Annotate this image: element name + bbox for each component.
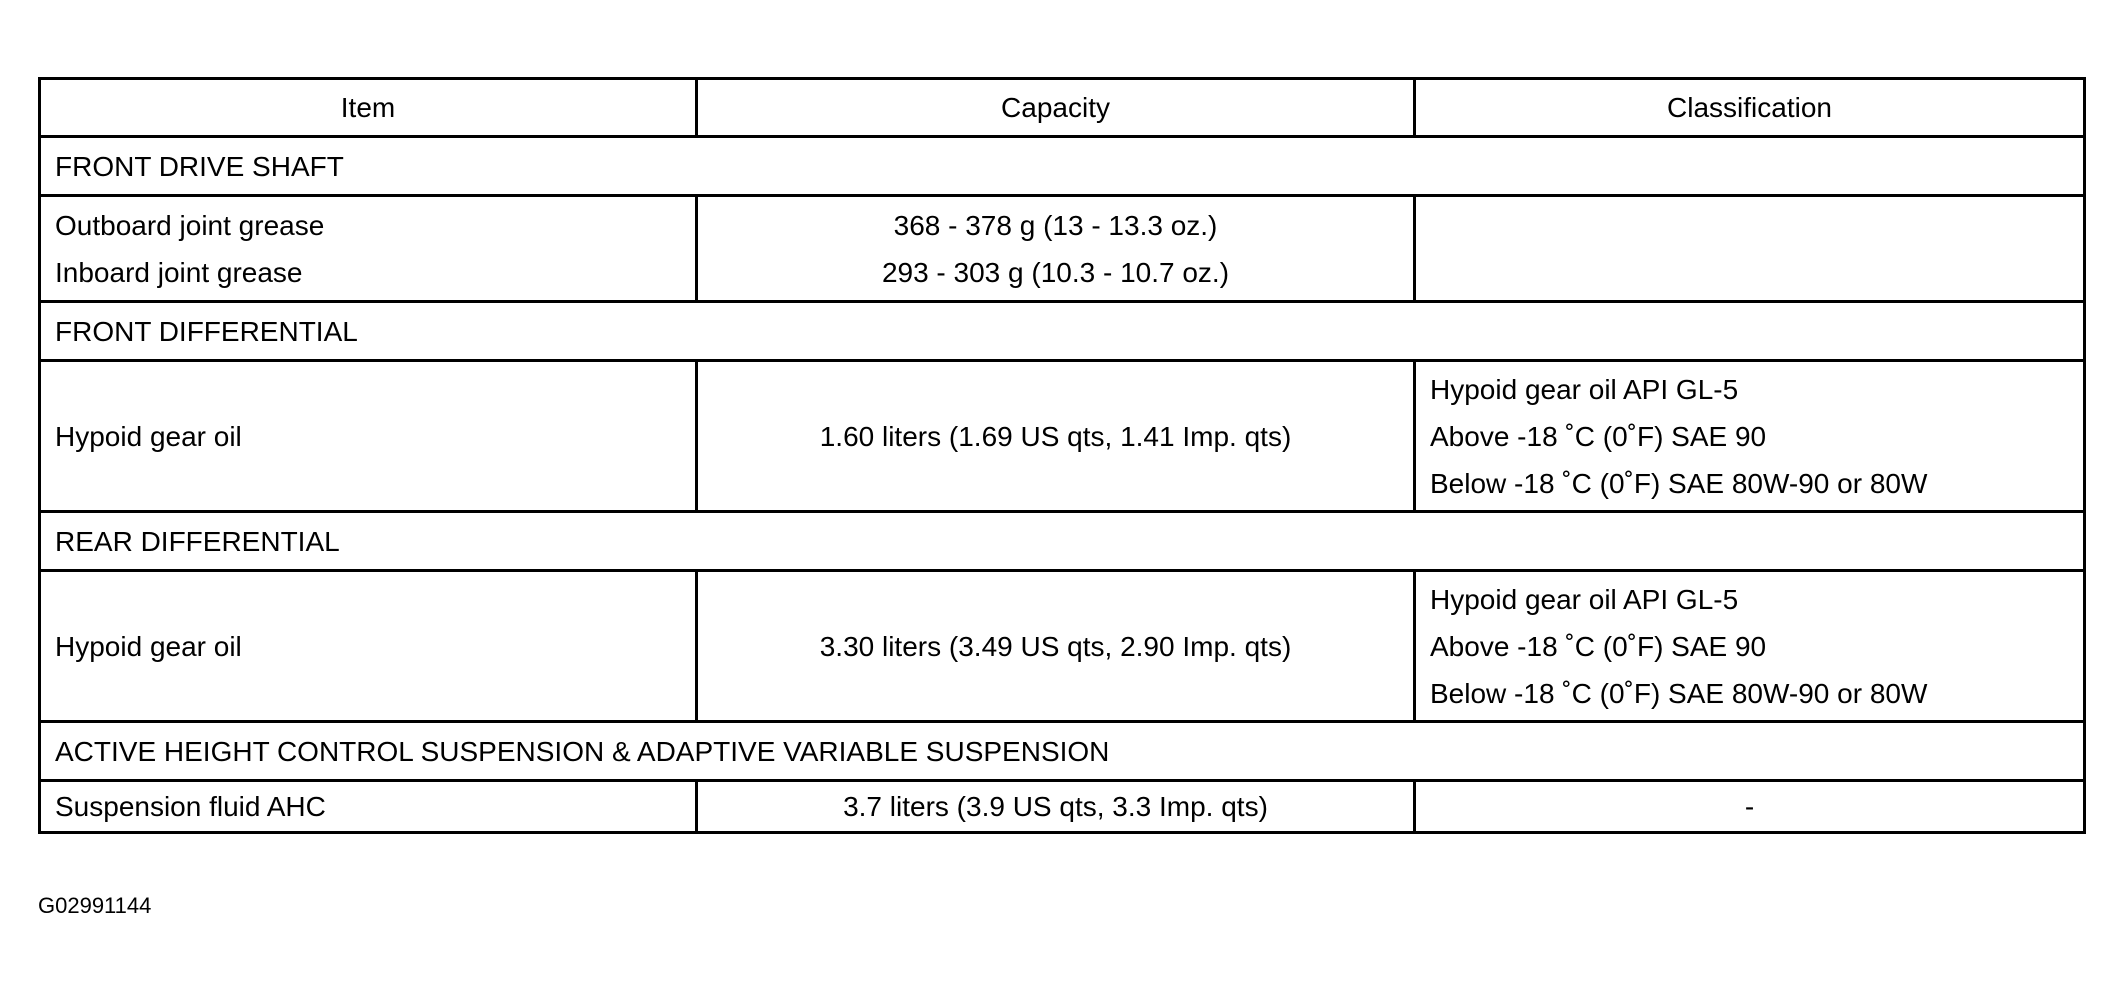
- table-row: Suspension fluid AHC 3.7 liters (3.9 US q…: [38, 779, 2086, 834]
- section-row: ACTIVE HEIGHT CONTROL SUSPENSION & ADAPT…: [38, 720, 2086, 782]
- item-cell: Hypoid gear oil: [38, 569, 698, 723]
- item-text: Hypoid gear oil: [55, 420, 242, 452]
- section-title: REAR DIFFERENTIAL: [38, 510, 2086, 572]
- section-title: FRONT DIFFERENTIAL: [38, 300, 2086, 362]
- table-row: Outboard joint grease Inboard joint greas…: [38, 194, 2086, 303]
- capacity-cell: 368 - 378 g (13 - 13.3 oz.) 293 - 303 g (…: [695, 194, 1416, 303]
- table-row: Hypoid gear oil 1.60 liters (1.69 US qts,…: [38, 359, 2086, 513]
- header-row: Item Capacity Classification: [38, 77, 2086, 138]
- section-title: FRONT DRIVE SHAFT: [38, 135, 2086, 197]
- section-row: FRONT DRIVE SHAFT: [38, 135, 2086, 197]
- classification-cell: -: [1413, 779, 2086, 834]
- capacity-text: 3.30 liters (3.49 US qts, 2.90 Imp. qts): [819, 630, 1292, 662]
- capacity-cell: 1.60 liters (1.69 US qts, 1.41 Imp. qts): [695, 359, 1416, 513]
- item-cell: Suspension fluid AHC: [38, 779, 698, 834]
- section-title: ACTIVE HEIGHT CONTROL SUSPENSION & ADAPT…: [38, 720, 2086, 782]
- item-text: Outboard joint grease: [55, 209, 325, 241]
- capacity-cell: 3.7 liters (3.9 US qts, 3.3 Imp. qts): [695, 779, 1416, 834]
- table-row: Hypoid gear oil 3.30 liters (3.49 US qts,…: [38, 569, 2086, 723]
- item-text: Suspension fluid AHC: [55, 791, 326, 822]
- classification-text: Above -18 ˚C (0˚F) SAE 90: [1430, 630, 1767, 662]
- classification-text: Hypoid gear oil API GL-5: [1430, 583, 1739, 615]
- header-classification: Classification: [1413, 77, 2086, 138]
- header-item: Item: [38, 77, 698, 138]
- classification-cell: Hypoid gear oil API GL-5 Above -18 ˚C (0˚…: [1413, 569, 2086, 723]
- capacity-text: 368 - 378 g (13 - 13.3 oz.): [893, 209, 1218, 241]
- capacity-table: Item Capacity Classification FRONT DRIVE…: [38, 77, 2086, 834]
- capacity-text: 1.60 liters (1.69 US qts, 1.41 Imp. qts): [819, 420, 1292, 452]
- classification-cell: Hypoid gear oil API GL-5 Above -18 ˚C (0˚…: [1413, 359, 2086, 513]
- section-row: FRONT DIFFERENTIAL: [38, 300, 2086, 362]
- capacity-text: 3.7 liters (3.9 US qts, 3.3 Imp. qts): [843, 791, 1268, 822]
- item-text: Hypoid gear oil: [55, 630, 242, 662]
- figure-code: G02991144: [38, 893, 152, 918]
- classification-text: Hypoid gear oil API GL-5: [1430, 373, 1739, 405]
- capacity-cell: 3.30 liters (3.49 US qts, 2.90 Imp. qts): [695, 569, 1416, 723]
- item-cell: Outboard joint grease Inboard joint greas…: [38, 194, 698, 303]
- item-cell: Hypoid gear oil: [38, 359, 698, 513]
- capacity-text: 293 - 303 g (10.3 - 10.7 oz.): [881, 256, 1230, 288]
- classification-cell: [1413, 194, 2086, 303]
- classification-text: Below -18 ˚C (0˚F) SAE 80W-90 or 80W: [1430, 467, 1928, 499]
- classification-text: Below -18 ˚C (0˚F) SAE 80W-90 or 80W: [1430, 677, 1928, 709]
- header-capacity: Capacity: [695, 77, 1416, 138]
- classification-text: Above -18 ˚C (0˚F) SAE 90: [1430, 420, 1767, 452]
- section-row: REAR DIFFERENTIAL: [38, 510, 2086, 572]
- classification-text: -: [1744, 791, 1755, 822]
- item-text: Inboard joint grease: [55, 256, 303, 288]
